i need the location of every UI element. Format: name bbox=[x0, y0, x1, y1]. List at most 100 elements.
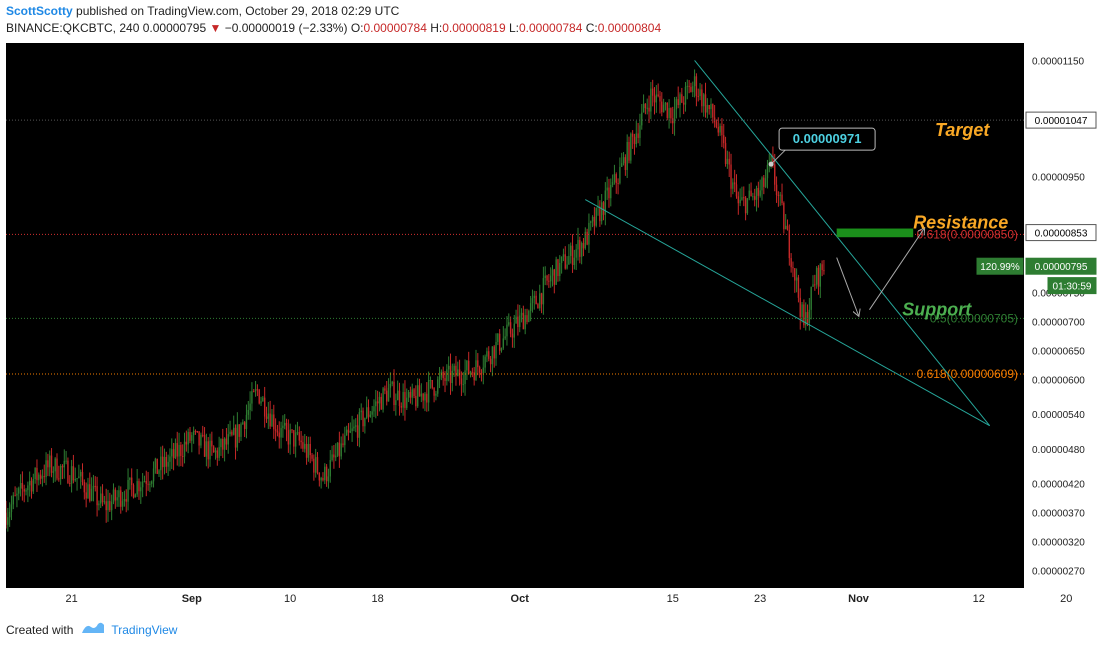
candle-body bbox=[797, 277, 800, 298]
price-tick-label: 0.00000480 bbox=[1032, 445, 1085, 456]
candle-body bbox=[799, 297, 801, 317]
candle-body bbox=[158, 470, 160, 474]
candle-body bbox=[805, 312, 807, 326]
candle-body bbox=[59, 465, 62, 479]
candle-body bbox=[559, 262, 561, 277]
open-label: O: bbox=[350, 21, 364, 35]
time-tick-label: 23 bbox=[754, 593, 766, 605]
chart-area[interactable]: 0.00001150 0.00001047 0.00000950 0.00000853… bbox=[5, 43, 1097, 608]
candle-body bbox=[161, 456, 164, 468]
candle-body bbox=[365, 407, 368, 419]
candle-body bbox=[165, 456, 168, 467]
candle-body bbox=[216, 450, 219, 458]
candle-body bbox=[183, 441, 186, 457]
candle-body bbox=[535, 295, 537, 305]
candle-body bbox=[298, 432, 300, 441]
candle-body bbox=[471, 371, 474, 373]
ohlc-line: BINANCE:QKCBTC, 240 0.00000795 ▼ −0.0000… bbox=[6, 21, 661, 35]
candle-body bbox=[424, 393, 426, 401]
candle-body bbox=[444, 378, 446, 381]
candle-body bbox=[116, 497, 118, 501]
candle-body bbox=[324, 466, 326, 481]
candle-body bbox=[790, 258, 792, 268]
candle-body bbox=[307, 443, 310, 458]
candle-body bbox=[779, 194, 781, 196]
annotation-resistance: Resistance bbox=[913, 213, 1008, 233]
candle-body bbox=[748, 190, 750, 199]
candle-body bbox=[692, 86, 694, 93]
candle-body bbox=[291, 429, 293, 431]
candle-body bbox=[661, 101, 663, 113]
price-tick-label: 0.00000950 bbox=[1032, 172, 1085, 183]
candle-body bbox=[163, 456, 166, 468]
candle-body bbox=[819, 264, 821, 287]
candle-body bbox=[231, 431, 233, 435]
price-change: −0.00000019 (−2.33%) bbox=[224, 21, 348, 35]
candle-body bbox=[327, 476, 330, 482]
candle-body bbox=[335, 455, 337, 458]
candle-body bbox=[402, 392, 404, 408]
candle-body bbox=[243, 422, 246, 430]
candle-body bbox=[254, 389, 257, 392]
price-chart[interactable]: 0.00001150 0.00001047 0.00000950 0.00000853… bbox=[5, 43, 1097, 608]
candle-body bbox=[817, 267, 820, 287]
candle-body bbox=[256, 389, 259, 391]
candle-body bbox=[775, 184, 778, 195]
candle-body bbox=[504, 336, 506, 339]
candle-body bbox=[30, 480, 33, 492]
candle-body bbox=[708, 104, 710, 110]
candle-body bbox=[584, 231, 586, 249]
candle-body bbox=[513, 323, 515, 338]
candle-body bbox=[571, 245, 574, 266]
candle-body bbox=[699, 89, 701, 97]
author-name[interactable]: ScottScotty bbox=[6, 4, 73, 18]
candle-body bbox=[127, 479, 129, 502]
candle-body bbox=[300, 440, 302, 443]
candle-body bbox=[630, 133, 632, 161]
price-badge-text: 120.99% bbox=[980, 262, 1020, 273]
candle-body bbox=[533, 295, 535, 299]
candle-body bbox=[546, 275, 548, 281]
candle-body bbox=[396, 390, 399, 401]
candle-body bbox=[25, 490, 27, 492]
candle-body bbox=[777, 194, 780, 196]
candle-body bbox=[145, 480, 147, 484]
candle-body bbox=[87, 484, 89, 499]
candle-body bbox=[34, 467, 36, 480]
candle-body bbox=[655, 94, 658, 103]
tradingview-link[interactable]: TradingView bbox=[111, 622, 178, 637]
candle-body bbox=[67, 460, 69, 483]
candle-body bbox=[451, 370, 454, 384]
candle-body bbox=[223, 438, 226, 450]
candle-body bbox=[591, 216, 594, 222]
resistance-zone bbox=[836, 228, 914, 238]
price-badge-text: 0.00000853 bbox=[1035, 229, 1088, 240]
candle-body bbox=[752, 196, 754, 198]
candle-body bbox=[373, 406, 375, 412]
candle-body bbox=[369, 414, 372, 417]
candle-body bbox=[274, 429, 277, 431]
candle-body bbox=[706, 104, 709, 113]
candle-body bbox=[493, 346, 495, 359]
candle-body bbox=[628, 141, 630, 161]
candle-body bbox=[132, 485, 135, 498]
candle-body bbox=[588, 222, 590, 245]
price-tick-label: 0.00000270 bbox=[1032, 567, 1085, 578]
candle-body bbox=[333, 454, 335, 458]
candle-body bbox=[570, 245, 572, 256]
candle-body bbox=[273, 414, 275, 430]
price-badge bbox=[1047, 277, 1097, 295]
candle-body bbox=[710, 104, 712, 110]
candle-body bbox=[311, 455, 313, 459]
time-tick-label: 10 bbox=[284, 593, 296, 605]
candle-body bbox=[167, 461, 169, 467]
candle-body bbox=[238, 424, 240, 437]
created-with-text: Created with bbox=[6, 622, 74, 637]
candle-body bbox=[107, 501, 109, 511]
time-tick-label: Nov bbox=[848, 593, 870, 605]
candle-body bbox=[608, 187, 610, 199]
candle-body bbox=[16, 493, 18, 496]
candle-body bbox=[522, 312, 525, 330]
candle-body bbox=[249, 403, 251, 410]
candle-body bbox=[641, 112, 643, 126]
